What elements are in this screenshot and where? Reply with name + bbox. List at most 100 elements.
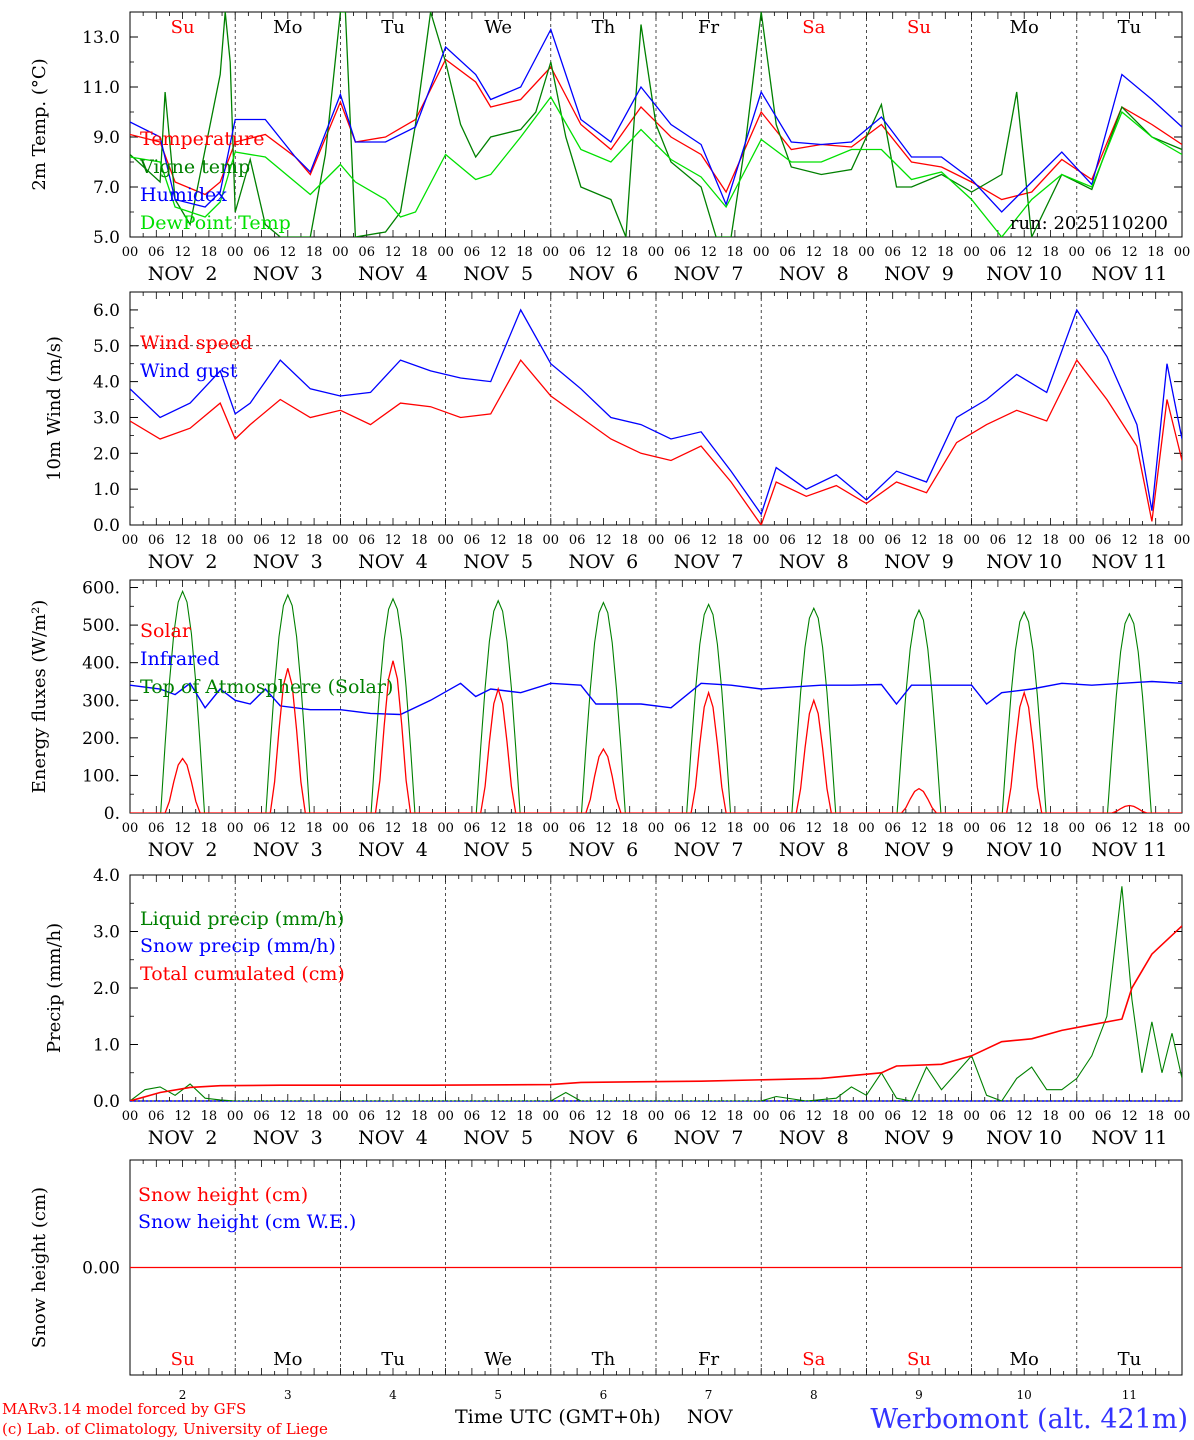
x-hour-label: 18 [411,245,428,260]
y-axis-title: 10m Wind (m/s) [44,336,65,481]
y-tick-label: 0.0 [93,516,120,536]
x-hour-label: 18 [1147,245,1164,260]
x-hour-label: 06 [779,533,796,548]
x-hour-label: 06 [464,245,481,260]
x-hour-label: 06 [779,821,796,836]
x-hour-label: 00 [1174,245,1191,260]
x-hour-label: 00 [332,1109,349,1124]
footer-time-axis: Time UTC (GMT+0h) [455,1406,661,1428]
y-tick-label: 300. [82,691,120,711]
x-date-label: NOV 2 [148,1127,218,1149]
day-number-label: 7 [705,1388,713,1402]
x-hour-label: 06 [990,821,1007,836]
x-hour-label: 18 [1042,533,1059,548]
x-hour-label: 18 [201,821,218,836]
day-name-label: Tu [381,1349,405,1370]
x-date-label: NOV 6 [569,839,639,861]
x-hour-label: 00 [227,533,244,548]
x-date-label: NOV 2 [148,551,218,573]
x-hour-label: 18 [201,533,218,548]
x-date-label: NOV 5 [463,263,533,285]
x-hour-label: 06 [674,245,691,260]
x-hour-label: 12 [911,1109,928,1124]
day-number-label: 8 [810,1388,818,1402]
x-hour-label: 18 [727,821,744,836]
x-hour-label: 18 [1147,533,1164,548]
x-hour-label: 00 [753,1109,770,1124]
x-date-label: NOV 7 [674,1127,744,1149]
legend-entry: Temperature [140,128,264,150]
x-hour-label: 12 [490,821,507,836]
x-hour-label: 18 [1147,1109,1164,1124]
y-tick-label: 4.0 [93,373,120,393]
x-hour-label: 12 [174,533,191,548]
day-name-label: Tu [1118,17,1142,38]
x-date-label: NOV 8 [779,263,849,285]
y-tick-label: 0.00 [82,1259,120,1279]
legend-entry: Liquid precip (mm/h) [140,908,344,930]
day-name-label: Mo [273,17,302,38]
x-date-label: NOV 10 [986,839,1062,861]
day-name-label: Tu [381,17,405,38]
x-hour-label: 00 [122,821,139,836]
series-line-vigne-temp [130,12,1182,237]
x-hour-label: 06 [779,245,796,260]
x-hour-label: 06 [884,245,901,260]
x-hour-label: 00 [122,1109,139,1124]
day-name-label: Fr [698,1349,719,1370]
x-hour-label: 18 [201,245,218,260]
x-date-label: NOV 9 [884,551,954,573]
x-hour-label: 12 [806,533,823,548]
x-date-label: NOV 11 [1091,551,1167,573]
x-hour-label: 12 [385,1109,402,1124]
day-number-label: 5 [494,1388,502,1402]
x-hour-label: 12 [911,821,928,836]
x-hour-label: 00 [858,245,875,260]
series-line-infrared [130,680,1182,716]
x-date-label: NOV 2 [148,839,218,861]
x-hour-label: 12 [1121,533,1138,548]
x-date-label: NOV 9 [884,263,954,285]
x-date-label: NOV 3 [253,839,323,861]
series-line-temperature [130,58,1182,201]
day-number-label: 11 [1122,1388,1137,1402]
x-date-label: NOV 9 [884,1127,954,1149]
y-tick-label: 1.0 [93,1036,120,1056]
x-hour-label: 06 [569,245,586,260]
x-date-label: NOV 10 [986,551,1062,573]
x-hour-label: 06 [569,1109,586,1124]
x-hour-label: 18 [621,1109,638,1124]
x-hour-label: 12 [700,821,717,836]
x-hour-label: 18 [516,533,533,548]
legend-entry: Humidex [140,184,227,206]
x-hour-label: 12 [1016,533,1033,548]
x-hour-label: 12 [806,1109,823,1124]
day-name-label: Mo [1010,17,1039,38]
panel-1: 5.0 7.0 9.0 11.0 13.0 2m Temp. (°C) 00 06 12 18 00… [29,11,1191,285]
x-hour-label: 12 [1016,1109,1033,1124]
x-date-label: NOV 4 [358,1127,428,1149]
x-hour-label: 12 [174,821,191,836]
x-hour-label: 06 [358,245,375,260]
x-hour-label: 18 [1042,245,1059,260]
x-hour-label: 00 [543,245,560,260]
x-hour-label: 12 [1121,821,1138,836]
x-date-label: NOV 10 [986,1127,1062,1149]
x-hour-label: 12 [385,245,402,260]
legend-entry: Wind speed [140,332,252,354]
x-hour-label: 12 [700,245,717,260]
x-date-label: NOV 6 [569,551,639,573]
x-hour-label: 18 [727,245,744,260]
x-hour-label: 18 [411,821,428,836]
x-hour-label: 06 [464,1109,481,1124]
y-tick-label: 600. [82,579,120,599]
x-date-label: NOV 8 [779,551,849,573]
x-hour-label: 00 [1069,245,1086,260]
x-hour-label: 18 [1042,821,1059,836]
x-hour-label: 00 [227,245,244,260]
day-name-label: Su [171,17,195,38]
x-hour-label: 12 [385,533,402,548]
y-axis-title: Energy fluxes (W/m²) [29,600,50,794]
x-hour-label: 18 [937,821,954,836]
